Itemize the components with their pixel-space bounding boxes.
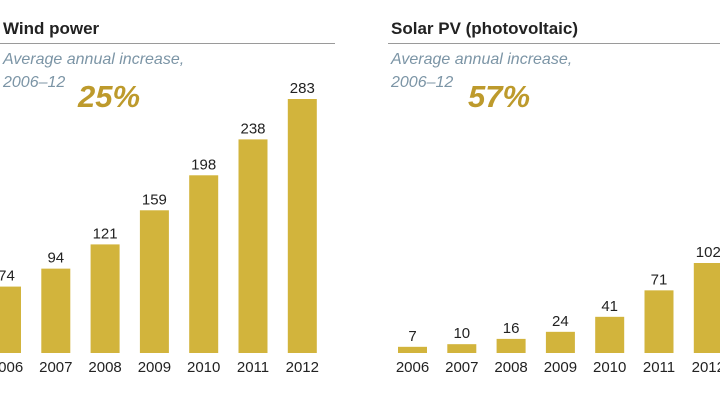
- category-label: 2008: [494, 359, 527, 376]
- category-label: 2006: [0, 359, 23, 376]
- bar-2007: [41, 268, 71, 353]
- chart-subtitle: Average annual increase, 2006–12: [3, 48, 184, 94]
- category-label: 2008: [88, 359, 121, 376]
- value-label: 24: [552, 313, 569, 330]
- category-label: 2012: [692, 359, 720, 376]
- chart-title: Wind power: [3, 19, 100, 38]
- category-label: 2010: [187, 359, 220, 376]
- bar-2009: [139, 210, 169, 353]
- wind-power-panel: Wind power Average annual increase, 2006…: [0, 0, 335, 405]
- subtitle-line-1: Average annual increase,: [391, 51, 573, 68]
- bar-2007: [447, 344, 477, 353]
- category-label: 2012: [286, 359, 319, 376]
- bar-2011: [238, 139, 268, 353]
- value-label: 238: [240, 120, 265, 137]
- value-label: 7: [408, 328, 416, 345]
- solar-pv-bar-chart: 7 2006 10 2007 16 2008 24 2009 41 2010 71 2011 102 20…: [396, 244, 720, 376]
- subtitle-line-1: Average annual increase,: [3, 51, 185, 68]
- value-label: 102: [696, 244, 720, 261]
- value-label: 74: [0, 268, 15, 285]
- wind-power-bar-chart: 74 2006 94 2007 121 2008 159 2009 198 2010 238 2011…: [0, 80, 319, 376]
- bar-2009: [545, 331, 575, 353]
- title-divider: [388, 43, 720, 44]
- value-label: 16: [503, 320, 520, 337]
- bar-2010: [595, 316, 625, 353]
- solar-pv-panel: Solar PV (photovoltaic) Average annual i…: [388, 0, 720, 405]
- category-label: 2007: [39, 359, 72, 376]
- bar-2012: [287, 99, 317, 353]
- title-divider: [0, 43, 335, 44]
- subtitle-line-2: 2006–12: [391, 74, 454, 91]
- value-label: 121: [93, 225, 118, 242]
- value-label: 41: [601, 298, 618, 315]
- value-label: 94: [47, 250, 64, 267]
- chart-subtitle: Average annual increase, 2006–12: [391, 48, 572, 94]
- bar-2008: [90, 244, 120, 353]
- subtitle-line-2: 2006–12: [3, 74, 66, 91]
- category-label: 2009: [544, 359, 577, 376]
- value-label: 159: [142, 191, 167, 208]
- value-label: 71: [651, 271, 668, 288]
- chart-title: Solar PV (photovoltaic): [391, 19, 579, 38]
- category-label: 2011: [237, 359, 269, 376]
- category-label: 2006: [396, 359, 429, 376]
- category-label: 2007: [445, 359, 478, 376]
- average-increase-value: 57%: [468, 79, 531, 114]
- bar-2010: [189, 175, 219, 353]
- average-increase-value: 25%: [78, 79, 141, 114]
- category-label: 2010: [593, 359, 626, 376]
- bar-2011: [644, 290, 674, 353]
- category-label: 2011: [643, 359, 675, 376]
- bar-2012: [693, 263, 720, 353]
- bar-2008: [496, 338, 526, 353]
- bar-2006: [398, 346, 427, 353]
- value-label: 198: [191, 156, 216, 173]
- bar-2006: [0, 286, 21, 353]
- value-label: 10: [453, 325, 470, 342]
- value-label: 283: [290, 80, 315, 97]
- category-label: 2009: [138, 359, 171, 376]
